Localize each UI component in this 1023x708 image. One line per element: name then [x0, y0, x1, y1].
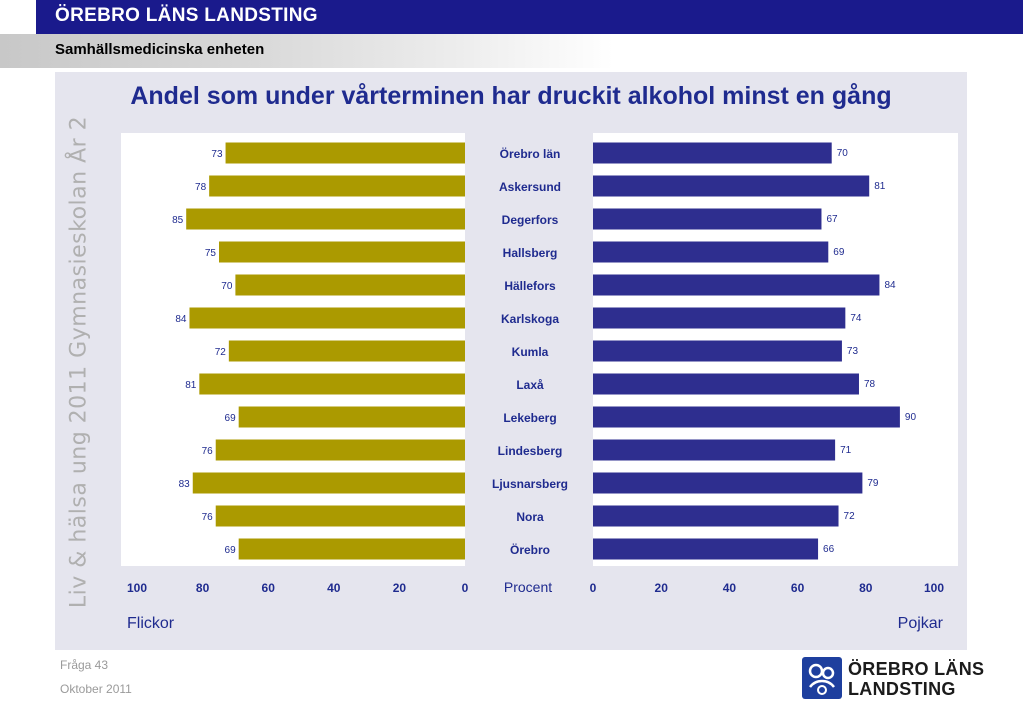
series-label-flickor: Flickor [127, 615, 175, 632]
bar-flickor [215, 505, 465, 527]
bar-pojkar [593, 373, 859, 395]
bar-flickor [199, 373, 465, 395]
category-label: Askersund [499, 180, 561, 194]
bar-flickor [186, 208, 465, 230]
data-label-flickor: 78 [195, 182, 207, 193]
data-label-pojkar: 78 [864, 379, 876, 390]
tick-label-right: 0 [590, 581, 597, 595]
category-label: Degerfors [502, 213, 559, 227]
logo-line-2: LANDSTING [848, 679, 956, 699]
sub-header-bar [0, 34, 1023, 68]
bar-pojkar [593, 406, 900, 428]
header-bar [36, 0, 1023, 34]
data-label-pojkar: 67 [826, 214, 838, 225]
landsting-logo-icon [802, 657, 842, 699]
tick-label-left: 60 [262, 581, 276, 595]
data-label-flickor: 70 [221, 281, 233, 292]
data-label-pojkar: 84 [884, 280, 896, 291]
tick-label-right: 80 [859, 581, 873, 595]
data-label-pojkar: 66 [823, 544, 835, 555]
data-label-pojkar: 81 [874, 181, 886, 192]
bar-flickor [228, 340, 465, 362]
data-label-pojkar: 69 [833, 247, 845, 258]
category-label: Kumla [512, 345, 549, 359]
data-label-pojkar: 79 [867, 478, 879, 489]
bar-flickor [235, 274, 465, 296]
data-label-flickor: 76 [202, 446, 214, 457]
category-label: Nora [516, 510, 544, 524]
bar-pojkar [593, 505, 839, 527]
tick-label-left: 40 [327, 581, 341, 595]
tick-label-right: 60 [791, 581, 805, 595]
bar-flickor [189, 307, 466, 329]
tick-label-right: 40 [723, 581, 737, 595]
category-label: Karlskoga [501, 312, 559, 326]
data-label-pojkar: 74 [850, 313, 862, 324]
bar-pojkar [593, 307, 846, 329]
bar-pojkar [593, 538, 819, 560]
bar-flickor [238, 538, 465, 560]
category-label: Hallsberg [503, 246, 558, 260]
data-label-pojkar: 72 [844, 511, 856, 522]
data-label-flickor: 73 [211, 149, 223, 160]
bar-pojkar [593, 208, 822, 230]
data-label-pojkar: 70 [837, 148, 849, 159]
data-label-flickor: 85 [172, 215, 184, 226]
data-label-flickor: 84 [175, 314, 187, 325]
question-number: Fråga 43 [60, 658, 109, 672]
category-label: Hällefors [504, 279, 556, 293]
chart-title: Andel som under vårterminen har druckit … [130, 82, 892, 110]
bar-pojkar [593, 340, 842, 362]
bar-pojkar [593, 439, 836, 461]
bar-flickor [219, 241, 465, 263]
category-label: Laxå [516, 378, 544, 392]
category-label: Örebro län [500, 146, 561, 161]
report-date: Oktober 2011 [60, 682, 132, 696]
category-label: Lekeberg [503, 411, 556, 425]
data-label-flickor: 75 [205, 248, 217, 259]
category-label: Ljusnarsberg [492, 477, 568, 491]
org-title: ÖREBRO LÄNS LANDSTING [55, 5, 318, 26]
unit-subtitle: Samhällsmedicinska enheten [55, 41, 265, 58]
bar-pojkar [593, 472, 863, 494]
category-label: Örebro [510, 542, 550, 557]
bar-flickor [209, 175, 465, 197]
bar-pojkar [593, 175, 870, 197]
bar-flickor [238, 406, 465, 428]
data-label-flickor: 69 [225, 413, 237, 424]
data-label-flickor: 72 [215, 347, 227, 358]
bar-pojkar [593, 241, 829, 263]
tick-label-left: 100 [127, 581, 147, 595]
bar-flickor [215, 439, 465, 461]
bar-pojkar [593, 142, 832, 164]
data-label-flickor: 83 [179, 479, 191, 490]
tick-label-left: 20 [393, 581, 407, 595]
data-label-flickor: 69 [225, 545, 237, 556]
tick-label-left: 80 [196, 581, 210, 595]
axis-center-label: Procent [504, 579, 552, 595]
data-label-pojkar: 71 [840, 445, 852, 456]
bar-pojkar [593, 274, 880, 296]
bar-flickor [225, 142, 465, 164]
logo-line-1: ÖREBRO LÄNS [848, 659, 985, 679]
tick-label-right: 20 [655, 581, 669, 595]
bar-flickor [192, 472, 465, 494]
data-label-pojkar: 73 [847, 346, 859, 357]
tick-label-right: 100 [924, 581, 944, 595]
data-label-flickor: 81 [185, 380, 197, 391]
data-label-pojkar: 90 [905, 412, 917, 423]
data-label-flickor: 76 [202, 512, 214, 523]
series-label-pojkar: Pojkar [898, 615, 944, 632]
category-label: Lindesberg [498, 444, 563, 458]
tick-label-left: 0 [462, 581, 469, 595]
